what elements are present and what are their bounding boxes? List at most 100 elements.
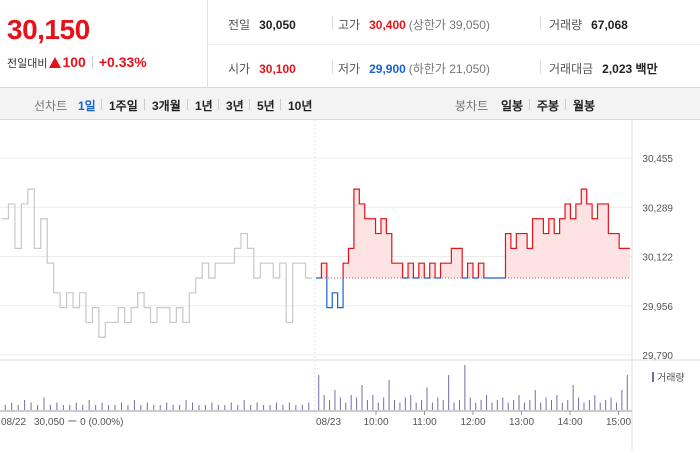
x-tick-label: 15:00: [606, 417, 631, 428]
volume-bar: [75, 402, 77, 410]
volume-bar: [56, 402, 58, 410]
volume-bars: 거래량: [4, 365, 685, 410]
volume-bar: [599, 402, 601, 410]
volume-bar: [334, 390, 336, 410]
volume-bar: [480, 400, 482, 410]
volume-bar: [30, 402, 32, 410]
volume-bar: [308, 402, 310, 410]
stat-prev-close: 전일 30,050: [228, 16, 296, 33]
volume-bar: [329, 400, 331, 410]
volume-bar: [588, 400, 590, 410]
volume-bar: [594, 395, 596, 410]
line-chart-label: 선차트: [34, 99, 68, 113]
volume-bar: [583, 402, 585, 410]
volume-bar: [179, 405, 181, 410]
volume-bar: [442, 400, 444, 410]
y-tick-label: 30,289: [642, 203, 673, 214]
range-1y-button[interactable]: 1년: [195, 99, 213, 113]
volume-bar: [101, 402, 103, 410]
volume-bar: [224, 405, 226, 410]
volume-bar: [551, 400, 552, 410]
low-label: 저가: [338, 62, 361, 76]
volume-bar: [421, 400, 423, 410]
change-label: 전일대비: [7, 58, 48, 70]
volume-bar: [282, 405, 284, 410]
volume-legend-swatch: [652, 372, 654, 382]
y-axis-ticks: 30,455 30,289 30,122 29,956 29,790: [642, 154, 673, 362]
volume-bar: [120, 402, 122, 410]
volume-bar: [388, 380, 390, 410]
volume-bar: [372, 395, 374, 410]
volume-bar: [24, 400, 26, 410]
volume-bar: [88, 400, 90, 410]
volume-bar: [529, 400, 531, 410]
volume-bar: [556, 395, 558, 410]
volume-bar: [114, 405, 116, 410]
candle-weekly-button[interactable]: 주봉: [537, 99, 560, 113]
lower-limit: (하한가 21,050): [408, 62, 490, 76]
volume-bar: [523, 402, 525, 410]
change-value: 100: [62, 54, 86, 70]
change-divider: [91, 56, 93, 68]
volume-bar: [394, 400, 395, 410]
candle-daily-button[interactable]: 일봉: [501, 99, 524, 113]
volume-bar: [49, 405, 51, 410]
current-price: 30,150: [7, 14, 90, 45]
low-value: 29,900: [369, 62, 406, 76]
curr-day-line: [316, 188, 630, 309]
x-tick-label: 10:00: [363, 417, 388, 428]
volume-bar: [507, 402, 509, 410]
volume-bar: [172, 405, 174, 410]
volume-bar: [469, 397, 471, 410]
range-10y-button[interactable]: 10년: [288, 99, 313, 113]
volume-bar: [399, 402, 401, 410]
chart-toolbar: 선차트 1일 1주일 3개월 1년 3년 5년 10년 봉차트 일봉 주봉 월봉: [0, 88, 700, 120]
volume-value: 67,068: [591, 18, 628, 32]
range-3m-button[interactable]: 3개월: [152, 99, 181, 113]
volume-bar: [323, 395, 325, 410]
volume-bar: [610, 397, 612, 410]
volume-bar: [540, 402, 542, 410]
x-axis-ticks: 08/22 30,050 ー 0 (0.00%) 08/23 10:00 11:00 12…: [1, 411, 631, 428]
change-rate: +0.33%: [98, 54, 147, 70]
price-box: 30,150 전일대비 100 +0.33%: [0, 0, 208, 88]
toolbar-divider: [529, 99, 530, 110]
stat-volume: 거래량 67,068: [549, 16, 628, 33]
volume-bar: [140, 405, 142, 410]
volume-bar: [426, 387, 428, 410]
candle-monthly-button[interactable]: 월봉: [573, 99, 596, 113]
volume-bar: [404, 397, 406, 410]
y-tick-label: 29,790: [642, 351, 673, 362]
volume-bar: [198, 405, 200, 410]
volume-bar: [448, 375, 450, 410]
stat-amount: 거래대금 2,023 백만: [549, 60, 658, 77]
range-5y-button[interactable]: 5년: [257, 99, 275, 113]
curr-day-label: 08/23: [316, 417, 341, 428]
volume-bar: [185, 400, 187, 410]
volume-bar: [288, 402, 290, 410]
price-chart[interactable]: 30,455 30,289 30,122 29,956 29,790 거래량 08/22…: [0, 120, 700, 450]
toolbar-divider: [187, 99, 188, 110]
up-area-fill: [316, 189, 630, 278]
volume-bar: [339, 397, 341, 410]
volume-bar: [108, 405, 110, 410]
x-tick-label: 12:00: [460, 417, 485, 428]
x-tick-label: 13:00: [509, 417, 534, 428]
volume-bar: [350, 395, 352, 410]
volume-label: 거래량: [549, 18, 583, 32]
x-tick-label: 11:00: [412, 417, 437, 428]
volume-bar: [204, 405, 206, 410]
range-1d-button[interactable]: 1일: [78, 99, 96, 113]
prev-close-value: 30,050: [259, 18, 296, 32]
volume-bar: [491, 402, 493, 410]
range-3y-button[interactable]: 3년: [226, 99, 244, 113]
candle-chart-label: 봉차트: [455, 99, 489, 113]
volume-bar: [82, 405, 84, 410]
volume-bar: [133, 400, 135, 410]
volume-bar: [11, 402, 13, 410]
range-1w-button[interactable]: 1주일: [109, 99, 138, 113]
volume-bar: [415, 402, 417, 410]
volume-bar: [230, 402, 232, 410]
stat-divider: [540, 16, 541, 30]
volume-bar: [513, 400, 515, 410]
